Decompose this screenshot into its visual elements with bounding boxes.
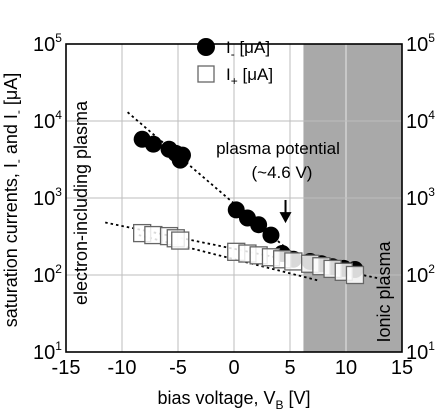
y-tick-label-left: 103 <box>33 185 62 210</box>
x-tick-label: -10 <box>108 357 137 379</box>
x-axis-label: bias voltage, VB [V] <box>157 388 310 412</box>
fit-line <box>138 234 319 282</box>
y-tick-label-left: 102 <box>33 262 62 287</box>
y-tick-label-right: 104 <box>406 108 435 133</box>
plot-frame <box>65 43 403 353</box>
y-tick-labels-left: 101 102 103 104 105 <box>33 31 62 364</box>
ionic-plasma-label: Ionic plasma <box>374 240 394 342</box>
y-tick-label-left: 101 <box>33 339 62 364</box>
electron-plasma-label: electron-including plasma <box>71 100 91 305</box>
plasma-potential-label: plasma potential <box>216 139 340 158</box>
arrow-head <box>279 212 292 224</box>
point-i-minus <box>173 146 191 164</box>
legend-marker-i-minus <box>197 38 215 56</box>
y-tick-label-right: 103 <box>406 185 435 210</box>
legend: I- [μA] I+ [μA] <box>197 38 273 88</box>
y-tick-labels-right: 101 102 103 104 105 <box>406 31 435 364</box>
grid <box>66 44 402 352</box>
y-tick-label-left: 104 <box>33 108 62 133</box>
point-i-plus <box>171 231 190 250</box>
x-tick-label: 10 <box>335 357 357 379</box>
plasma-potential-value: (~4.6 V) <box>252 163 313 182</box>
point-i-plus <box>144 225 163 245</box>
y-tick-label-left: 105 <box>33 31 62 56</box>
plasma-potential-arrow <box>279 200 292 224</box>
point-i-minus <box>250 216 268 234</box>
x-tick-label: 15 <box>391 357 413 379</box>
legend-label-i-minus: I- [μA] <box>226 38 270 61</box>
x-tick-label: 0 <box>228 357 239 379</box>
fit-line <box>127 111 297 257</box>
point-i-plus <box>284 252 303 271</box>
y-tick-label-right: 101 <box>406 339 435 364</box>
x-tick-label: -15 <box>52 357 81 379</box>
point-i-minus <box>262 226 280 244</box>
y-tick-label-right: 105 <box>406 31 435 56</box>
x-tick-label: 5 <box>284 357 295 379</box>
x-tick-labels: -15 -10 -5 0 5 10 15 <box>52 357 414 379</box>
point-i-plus <box>345 265 365 285</box>
x-tick-label: -5 <box>169 357 187 379</box>
legend-marker-i-plus <box>197 65 215 83</box>
legend-label-i-plus: I+ [μA] <box>226 65 273 88</box>
point-i-minus <box>144 135 162 153</box>
data-markers <box>133 130 365 285</box>
y-tick-label-right: 102 <box>406 262 435 287</box>
y-axis-label: saturation currents, I- and I- [μA] <box>1 73 25 328</box>
